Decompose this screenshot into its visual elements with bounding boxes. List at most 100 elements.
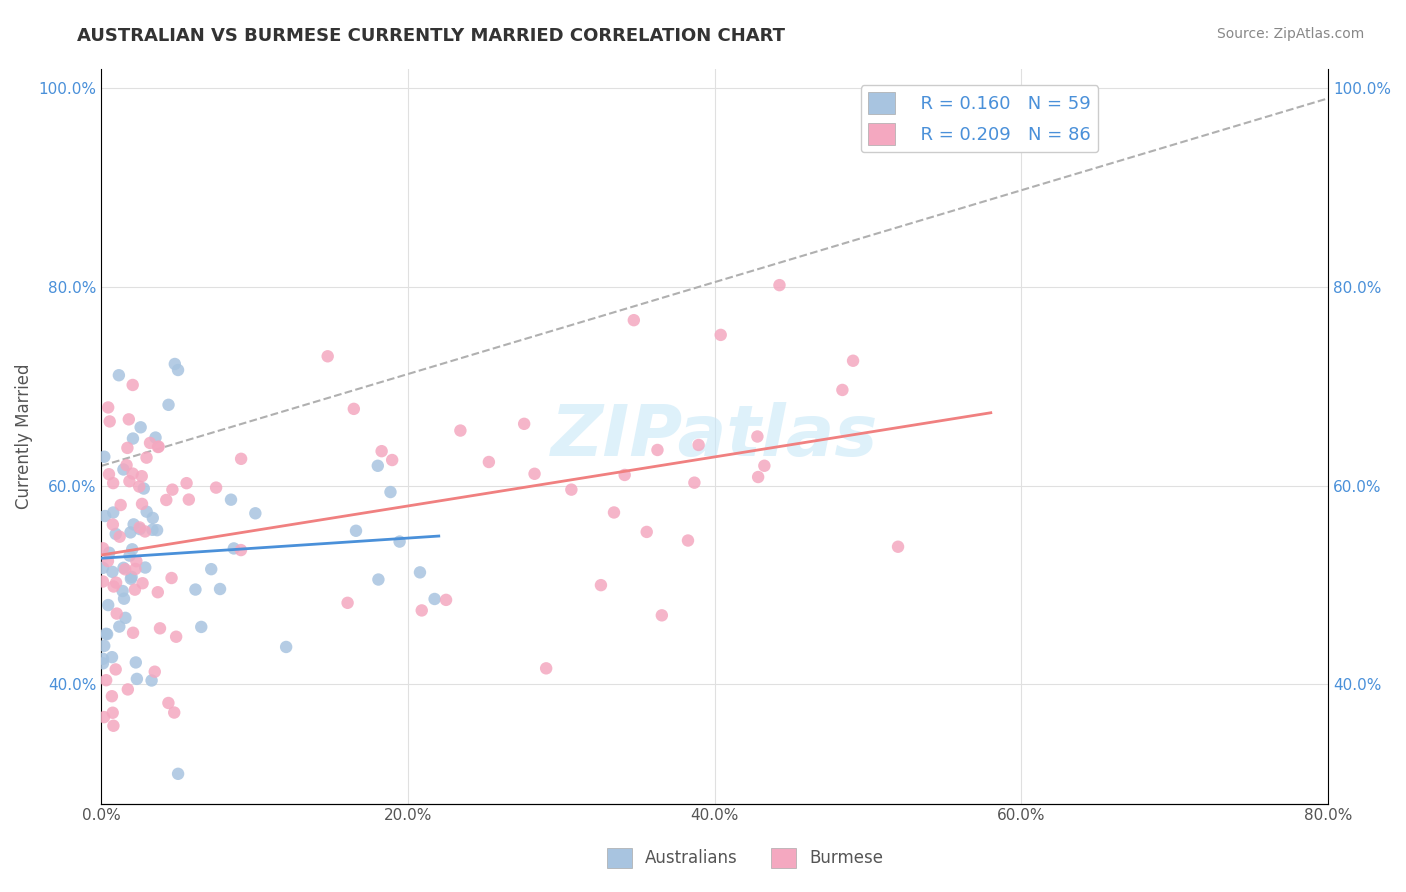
Burmese [139,436,162,450]
Burmese [636,524,658,539]
Australians [209,582,232,596]
Burmese [148,440,170,454]
Burmese [98,414,121,428]
Australians [101,650,124,665]
Burmese [134,524,156,539]
Australians [120,525,142,540]
Burmese [683,475,706,490]
Burmese [124,582,146,597]
Burmese [101,517,124,532]
Burmese [146,440,169,454]
Australians [219,492,242,507]
Australians [94,627,117,641]
Australians [121,570,143,584]
Australians [114,611,136,625]
Burmese [513,417,536,431]
Australians [93,450,115,464]
Australians [184,582,207,597]
Burmese [117,682,139,697]
Burmese [589,578,612,592]
Australians [98,546,121,560]
Australians [142,511,165,525]
Burmese [96,673,118,688]
Australians [276,640,298,654]
Burmese [747,470,769,484]
Australians [146,523,169,537]
Australians [91,652,114,666]
Australians [367,573,389,587]
Burmese [613,467,636,482]
Burmese [523,467,546,481]
Burmese [603,506,626,520]
Australians [200,562,222,576]
Australians [245,506,267,520]
Australians [91,657,114,671]
Australians [96,627,118,641]
Burmese [97,401,120,415]
Burmese [411,603,433,617]
Burmese [747,429,769,443]
Australians [190,620,212,634]
Burmese [91,541,114,556]
Burmese [157,696,180,710]
Australians [121,542,143,557]
Australians [111,584,134,599]
Australians [141,673,163,688]
Burmese [381,453,404,467]
Australians [108,619,131,633]
Burmese [104,662,127,676]
Burmese [122,625,145,640]
Australians [145,431,167,445]
Burmese [163,706,186,720]
Burmese [560,483,582,497]
Burmese [114,562,136,576]
Australians [222,541,245,556]
Burmese [205,481,228,495]
Burmese [118,412,141,426]
Australians [367,458,389,473]
Australians [122,432,145,446]
Burmese [105,607,128,621]
Burmese [651,608,673,623]
Burmese [155,493,177,508]
Burmese [121,467,143,481]
Burmese [143,665,166,679]
Burmese [229,543,252,558]
Australians [122,517,145,532]
Y-axis label: Currently Married: Currently Married [15,363,32,508]
Australians [167,767,190,781]
Burmese [101,690,124,704]
Burmese [146,585,169,599]
Burmese [117,441,139,455]
Australians [141,523,163,537]
Legend:   R = 0.160   N = 59,   R = 0.209   N = 86: R = 0.160 N = 59, R = 0.209 N = 86 [860,85,1098,153]
Burmese [118,474,141,488]
Australians [101,565,124,579]
Australians [91,561,114,575]
Burmese [534,661,557,675]
Australians [157,398,180,412]
Burmese [316,349,339,363]
Text: AUSTRALIAN VS BURMESE CURRENTLY MARRIED CORRELATION CHART: AUSTRALIAN VS BURMESE CURRENTLY MARRIED … [77,27,786,45]
Australians [135,505,157,519]
Burmese [131,469,153,483]
Burmese [768,278,790,293]
Burmese [135,450,157,465]
Burmese [105,575,128,590]
Burmese [623,313,645,327]
Australians [129,420,152,434]
Australians [94,509,117,524]
Burmese [101,706,124,720]
Burmese [125,554,148,568]
Burmese [176,476,198,491]
Burmese [165,630,187,644]
Burmese [103,719,125,733]
Australians [125,672,148,686]
Burmese [831,383,853,397]
Burmese [131,497,153,511]
Burmese [343,401,366,416]
Burmese [93,710,115,724]
Burmese [108,530,131,544]
Burmese [887,540,910,554]
Burmese [115,458,138,472]
